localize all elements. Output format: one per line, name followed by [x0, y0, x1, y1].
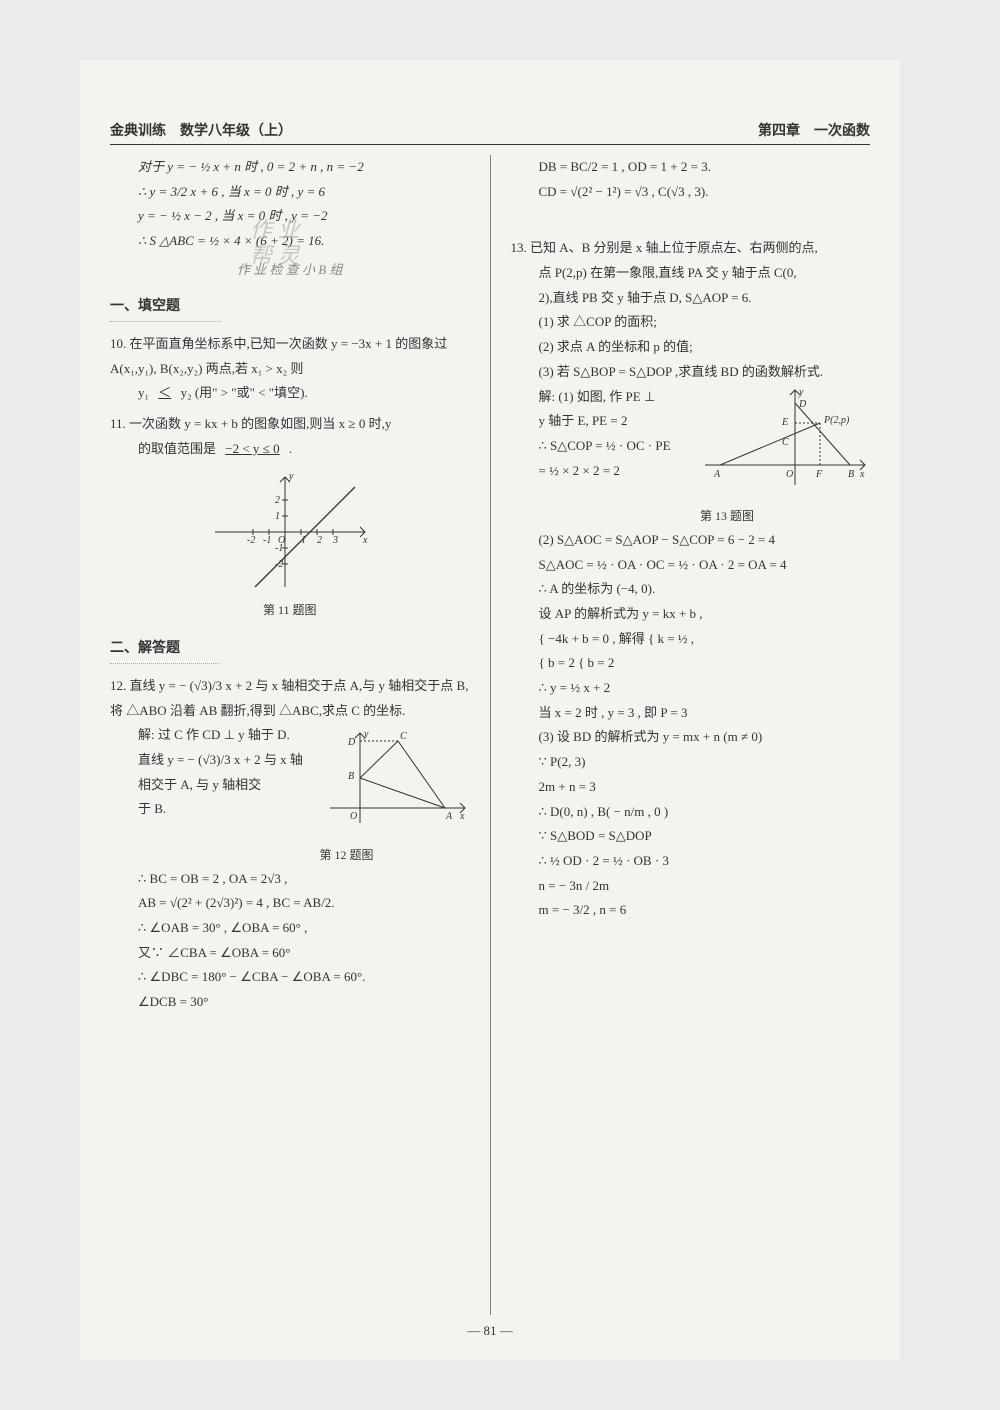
blank-answer: ＜: [152, 385, 177, 400]
svg-text:B: B: [348, 771, 354, 782]
svg-text:2: 2: [317, 535, 322, 546]
svg-text:E: E: [781, 417, 788, 428]
svg-text:2: 2: [275, 495, 280, 506]
solution-line: CD = √(2² − 1²) = √3 , C(√3 , 3).: [539, 180, 871, 205]
svg-text:F: F: [815, 469, 823, 480]
solution-line: ∵ S△BOD = S△DOP: [539, 824, 871, 849]
solution-line: (3) 设 BD 的解析式为 y = mx + n (m ≠ 0): [539, 725, 871, 750]
solution-line: ∴ ∠DBC = 180° − ∠CBA − ∠OBA = 60°.: [138, 965, 470, 990]
triangle-diagram-icon: yD C B O A x: [320, 723, 470, 833]
solution-line: DB = BC/2 = 1 , OD = 1 + 2 = 3.: [539, 155, 871, 180]
q12-text: 12. 直线 y = − (√3)/3 x + 2 与 x 轴相交于点 A,与 …: [110, 678, 468, 718]
header-left: 金典训练 数学八年级（上）: [110, 120, 292, 140]
solution-line: m = − 3/2 , n = 6: [539, 898, 871, 923]
svg-text:C: C: [400, 731, 407, 742]
q13-text: 2),直线 PB 交 y 轴于点 D, S△AOP = 6.: [539, 286, 871, 311]
svg-text:-1: -1: [263, 535, 271, 546]
right-column: DB = BC/2 = 1 , OD = 1 + 2 = 3. CD = √(2…: [511, 155, 871, 1315]
solution-line: ∴ y = ½ x + 2: [539, 676, 871, 701]
svg-text:y: y: [798, 387, 804, 398]
svg-text:B: B: [848, 469, 854, 480]
section-title-solve: 二、解答题: [110, 636, 220, 664]
question-11: 11. 一次函数 y = kx + b 的图象如图,则当 x ≥ 0 时,y 的…: [110, 412, 470, 461]
svg-text:x: x: [459, 811, 465, 822]
q13-part1: (1) 求 △COP 的面积;: [539, 310, 871, 335]
question-12: 12. 直线 y = − (√3)/3 x + 2 与 x 轴相交于点 A,与 …: [110, 674, 470, 723]
q13-part3: (3) 若 S△BOP = S△DOP ,求直线 BD 的函数解析式.: [539, 360, 871, 385]
column-divider: [490, 155, 491, 1315]
svg-text:3: 3: [332, 535, 338, 546]
figure-13: y D E C P(2,p) A O F B x 第 13 题图: [700, 385, 870, 528]
solution-line: ∴ A 的坐标为 (−4, 0).: [539, 577, 871, 602]
solution-line: S△AOC = ½ · OA · OC = ½ · OA · 2 = OA = …: [539, 553, 871, 578]
question-13: 13. 已知 A、B 分别是 x 轴上位于原点左、右两侧的点, 点 P(2,p)…: [511, 236, 871, 384]
svg-text:A: A: [713, 469, 721, 480]
columns: 对于 y = − ½ x + n 时 , 0 = 2 + n , n = −2 …: [110, 155, 870, 1315]
solution-line: 设 AP 的解析式为 y = kx + b ,: [539, 602, 871, 627]
figure-label: 第 11 题图: [110, 599, 470, 622]
page: 金典训练 数学八年级（上） 第四章 一次函数 对于 y = − ½ x + n …: [80, 60, 900, 1360]
solution-line: ∴ ½ OD · 2 = ½ · OB · 3: [539, 849, 871, 874]
blank-answer: −2 < y ≤ 0: [219, 441, 285, 456]
svg-text:A: A: [445, 811, 453, 822]
solution-line: 2m + n = 3: [539, 775, 871, 800]
svg-text:P(2,p): P(2,p): [823, 415, 850, 426]
q11-b: 的取值范围是: [138, 441, 216, 456]
svg-text:1: 1: [275, 511, 280, 522]
q10-text: 10. 在平面直角坐标系中,已知一次函数 y = −3x + 1 的图象过 A(…: [110, 336, 447, 376]
solution-line: ∴ D(0, n) , B( − n/m , 0 ): [539, 800, 871, 825]
svg-text:y: y: [363, 729, 369, 740]
svg-text:O: O: [786, 469, 793, 480]
svg-text:C: C: [782, 437, 789, 448]
q10-answer-line: y₁ ＜ y₂ (用" > "或" < "填空).: [138, 385, 308, 400]
solution-line: AB = √(2² + (2√3)²) = 4 , BC = AB/2.: [138, 891, 470, 916]
solution-line: ∠DCB = 30°: [138, 990, 470, 1015]
math-line: ∴ S △ABC = ½ × 4 × (6 + 2) = 16.: [138, 229, 470, 254]
page-number: — 81 —: [110, 1323, 870, 1339]
section-title-fill: 一、填空题: [110, 294, 220, 322]
coordinate-diagram-icon: y D E C P(2,p) A O F B x: [700, 385, 870, 495]
watermark-text: 帮 灵: [250, 235, 300, 277]
solution-line: { −4k + b = 0 , 解得 { k = ½ ,: [539, 627, 871, 652]
svg-text:y: y: [288, 471, 294, 482]
left-column: 对于 y = − ½ x + n 时 , 0 = 2 + n , n = −2 …: [110, 155, 470, 1315]
solution-line: ∵ P(2, 3): [539, 750, 871, 775]
math-line: ∴ y = 3/2 x + 6 , 当 x = 0 时 , y = 6: [138, 180, 470, 205]
math-line: y = − ½ x − 2 , 当 x = 0 时 , y = −2: [138, 204, 470, 229]
svg-text:O: O: [278, 535, 285, 546]
figure-12: yD C B O A x 第 12 题图: [320, 723, 470, 866]
solution-line: (2) S△AOC = S△AOP − S△COP = 6 − 2 = 4: [539, 528, 871, 553]
chart-axes-icon: y x 2 1 -1 -2 -2-1 O 123: [205, 467, 375, 597]
question-10: 10. 在平面直角坐标系中,已知一次函数 y = −3x + 1 的图象过 A(…: [110, 332, 470, 406]
svg-text:1: 1: [301, 535, 306, 546]
figure-label: 第 13 题图: [700, 505, 870, 528]
header-right: 第四章 一次函数: [758, 120, 870, 140]
page-header: 金典训练 数学八年级（上） 第四章 一次函数: [110, 120, 870, 145]
solution-line: ∴ ∠OAB = 30° , ∠OBA = 60° ,: [138, 916, 470, 941]
svg-text:D: D: [347, 737, 356, 748]
math-line: 对于 y = − ½ x + n 时 , 0 = 2 + n , n = −2: [138, 155, 470, 180]
svg-text:O: O: [350, 811, 357, 822]
svg-text:-2: -2: [247, 535, 255, 546]
figure-label: 第 12 题图: [320, 844, 470, 867]
solution-line: 又∵ ∠CBA = ∠OBA = 60°: [138, 941, 470, 966]
solution-line: n = − 3n / 2m: [539, 874, 871, 899]
solution-line: { b = 2 { b = 2: [539, 651, 871, 676]
q13-part2: (2) 求点 A 的坐标和 p 的值;: [539, 335, 871, 360]
q11-text: 11. 一次函数 y = kx + b 的图象如图,则当 x ≥ 0 时,y: [110, 416, 391, 431]
figure-11: y x 2 1 -1 -2 -2-1 O 123: [110, 467, 470, 622]
svg-text:x: x: [859, 469, 865, 480]
svg-text:D: D: [798, 399, 807, 410]
svg-text:x: x: [362, 535, 368, 546]
solution-line: 当 x = 2 时 , y = 3 , 即 P = 3: [539, 701, 871, 726]
q13-text: 点 P(2,p) 在第一象限,直线 PA 交 y 轴于点 C(0,: [539, 261, 871, 286]
solution-line: ∴ BC = OB = 2 , OA = 2√3 ,: [138, 867, 470, 892]
q13-text: 13. 已知 A、B 分别是 x 轴上位于原点左、右两侧的点,: [511, 240, 818, 255]
